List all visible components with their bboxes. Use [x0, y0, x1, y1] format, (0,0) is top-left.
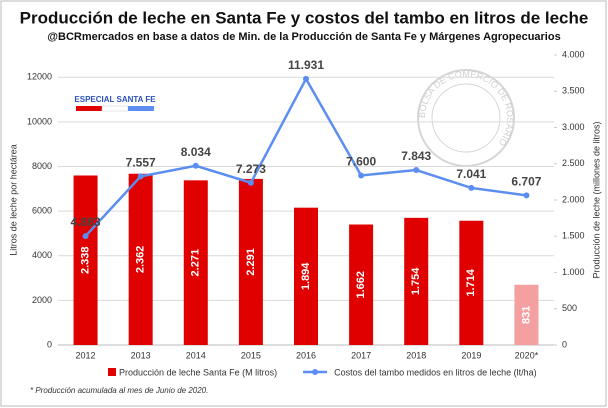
bar — [349, 224, 374, 345]
y2-tick-label: 2.000 — [562, 194, 585, 204]
x-tick-label: 2016 — [296, 350, 316, 360]
line-point — [247, 179, 254, 186]
y-axis-title: Litros de leche por hectárea — [8, 144, 18, 256]
line-label: 6.707 — [511, 175, 541, 189]
x-tick-label: 2020* — [515, 350, 539, 360]
line-point — [192, 162, 199, 169]
bar-label: 1.894 — [300, 262, 312, 290]
line-label: 7.041 — [456, 167, 486, 181]
y2-tick-label: 2.500 — [562, 158, 585, 168]
y-tick-label: 10000 — [27, 116, 52, 126]
bar-label: 1.754 — [410, 267, 422, 295]
y2-tick-label: 500 — [562, 303, 577, 313]
y2-tick-label: 0 — [562, 339, 567, 349]
x-tick-label: 2014 — [186, 350, 206, 360]
y2-tick-label: 1.500 — [562, 231, 585, 241]
legend-swatch — [108, 368, 116, 376]
badge: ESPECIAL SANTA FE — [74, 95, 156, 104]
chart-subtitle: @BCRmercados en base a datos de Min. de … — [47, 31, 560, 43]
line-point — [523, 192, 530, 199]
bar-label: 2.271 — [190, 249, 202, 277]
line-label: 4.883 — [71, 215, 101, 229]
bar-label: 1.714 — [465, 268, 477, 296]
badge-stripe — [76, 106, 102, 111]
y-tick-label: 0 — [47, 339, 52, 349]
badge-stripe — [128, 106, 154, 111]
y2-axis-title: Producción de leche (millones de litros) — [591, 121, 601, 278]
legend-label: Costos del tambo medidos en litros de le… — [334, 367, 537, 377]
seal-ring — [417, 69, 515, 167]
bar-label: 831 — [520, 306, 532, 324]
bar — [404, 217, 429, 345]
bar — [183, 180, 208, 345]
line-label: 7.557 — [126, 156, 156, 170]
line-point — [413, 167, 420, 174]
line-point — [358, 172, 365, 179]
bar-label: 2.291 — [245, 248, 257, 276]
bar — [238, 178, 263, 345]
bar — [294, 207, 318, 345]
y2-tick-label: 3.500 — [562, 86, 585, 96]
line-label: 11.931 — [288, 58, 324, 72]
chart-title: Producción de leche en Santa Fe y costos… — [20, 8, 589, 27]
bar-label: 1.662 — [355, 271, 367, 299]
x-tick-label: 2015 — [241, 350, 261, 360]
line-label: 7.273 — [236, 162, 266, 176]
x-tick-label: 2012 — [76, 350, 96, 360]
y2-tick-label: 1.000 — [562, 267, 585, 277]
line-label: 7.600 — [346, 155, 376, 169]
y-tick-label: 8000 — [32, 161, 52, 171]
bar — [514, 284, 539, 345]
y-tick-label: 12000 — [27, 72, 52, 82]
bar-label: 2.362 — [135, 246, 147, 274]
line-point — [303, 75, 309, 82]
bar — [128, 173, 153, 345]
y-tick-label: 2000 — [32, 295, 52, 305]
line-label: 8.034 — [181, 145, 211, 159]
x-tick-label: 2013 — [131, 350, 151, 360]
line-point — [468, 184, 475, 191]
seal-inner — [431, 83, 501, 153]
line-point — [82, 233, 89, 240]
footnote: * Producción acumulada al mes de Junio d… — [30, 386, 208, 395]
bar-label: 2.338 — [79, 246, 91, 274]
line-label: 7.843 — [401, 149, 431, 163]
y2-tick-label: 3.000 — [562, 122, 585, 132]
bar — [459, 220, 484, 345]
legend-swatch — [312, 369, 319, 375]
x-tick-label: 2019 — [461, 350, 481, 360]
y-tick-label: 4000 — [32, 250, 52, 260]
badge-stripe — [101, 105, 129, 112]
y2-tick-label: 4.000 — [562, 49, 585, 59]
legend-label: Producción de leche Santa Fe (M litros) — [119, 367, 277, 377]
x-tick-label: 2018 — [406, 350, 426, 360]
line-point — [137, 173, 144, 180]
bar — [73, 175, 98, 345]
x-tick-label: 2017 — [351, 350, 371, 360]
y-tick-label: 6000 — [32, 206, 52, 216]
